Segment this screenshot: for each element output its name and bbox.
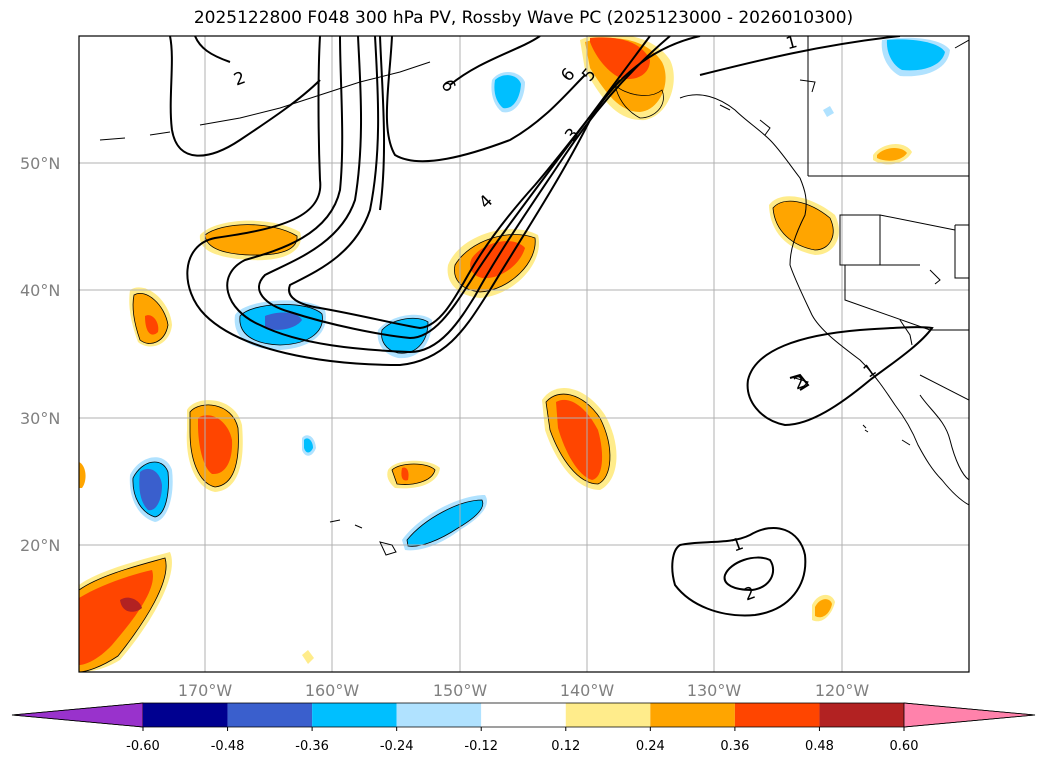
colorbar-tick-label: -0.60 [126, 739, 160, 754]
colorbar-swatch [227, 703, 313, 727]
lat-label-40n: 40°N [20, 281, 60, 300]
contour-label: 2 [231, 68, 248, 90]
pv-map: 2 6 6 5 1 3 4 1 2 1 2 50°N 40°N 30°N 20°… [20, 32, 970, 700]
contour-label: 1 [860, 360, 880, 383]
coastlines [99, 36, 969, 556]
colorbar-extend-high [903, 702, 1036, 728]
colorbar-tick-label: -0.24 [380, 739, 414, 754]
anomaly-shading [79, 36, 950, 672]
colorbar-boxes [11, 702, 1036, 728]
pv-contour-2-north [169, 36, 321, 157]
map-frame [78, 35, 970, 673]
anomaly-outlines [79, 84, 834, 672]
colorbar-swatch [143, 703, 228, 727]
colorbar-swatch [396, 703, 482, 727]
colorbar-tick-label: 0.24 [636, 739, 665, 754]
colorbar-ticks: -0.60 -0.48 -0.36 -0.24 -0.12 0.12 0.24 0.36 0.4… [126, 727, 918, 754]
colorbar-tick-label: -0.36 [295, 739, 329, 754]
colorbar-tick-label: 0.36 [720, 739, 749, 754]
lon-label-140w: 140°W [560, 681, 615, 700]
lon-label-150w: 150°W [433, 681, 488, 700]
colorbar-tick-label: 0.60 [890, 739, 919, 754]
map-title: 2025122800 F048 300 hPa PV, Rossby Wave … [193, 8, 854, 28]
colorbar-extend-low [11, 702, 144, 728]
lon-label-170w: 170°W [178, 681, 233, 700]
contour-label: 4 [475, 191, 497, 213]
contour-label: 6 [436, 76, 459, 95]
colorbar-swatch [481, 703, 566, 727]
lon-label-130w: 130°W [687, 681, 742, 700]
colorbar-tick-label: -0.48 [211, 739, 245, 754]
lat-label-30n: 30°N [20, 409, 60, 428]
lon-label-160w: 160°W [305, 681, 360, 700]
contour-label: 6 [557, 65, 579, 86]
colorbar-swatch [650, 703, 735, 727]
contour-label: 1 [784, 32, 800, 54]
colorbar-swatch [819, 703, 904, 727]
colorbar-tick-label: -0.12 [464, 739, 498, 754]
colorbar-tick-label: 0.48 [805, 739, 834, 754]
colorbar-tick-label: 0.12 [551, 739, 580, 754]
lat-label-50n: 50°N [20, 154, 60, 173]
contour-label: 2 [741, 583, 758, 605]
colorbar-outline [11, 702, 1036, 728]
latitude-labels: 50°N 40°N 30°N 20°N [20, 154, 60, 555]
lon-label-120w: 120°W [815, 681, 870, 700]
pv-contours [169, 36, 934, 617]
colorbar-swatch [312, 703, 397, 727]
contour-labels: 2 6 6 5 1 3 4 1 2 1 2 [231, 32, 880, 605]
colorbar-swatch [734, 703, 820, 727]
lat-label-20n: 20°N [20, 536, 60, 555]
colorbar-swatch [565, 703, 651, 727]
longitude-labels: 170°W 160°W 150°W 140°W 130°W 120°W [178, 681, 870, 700]
